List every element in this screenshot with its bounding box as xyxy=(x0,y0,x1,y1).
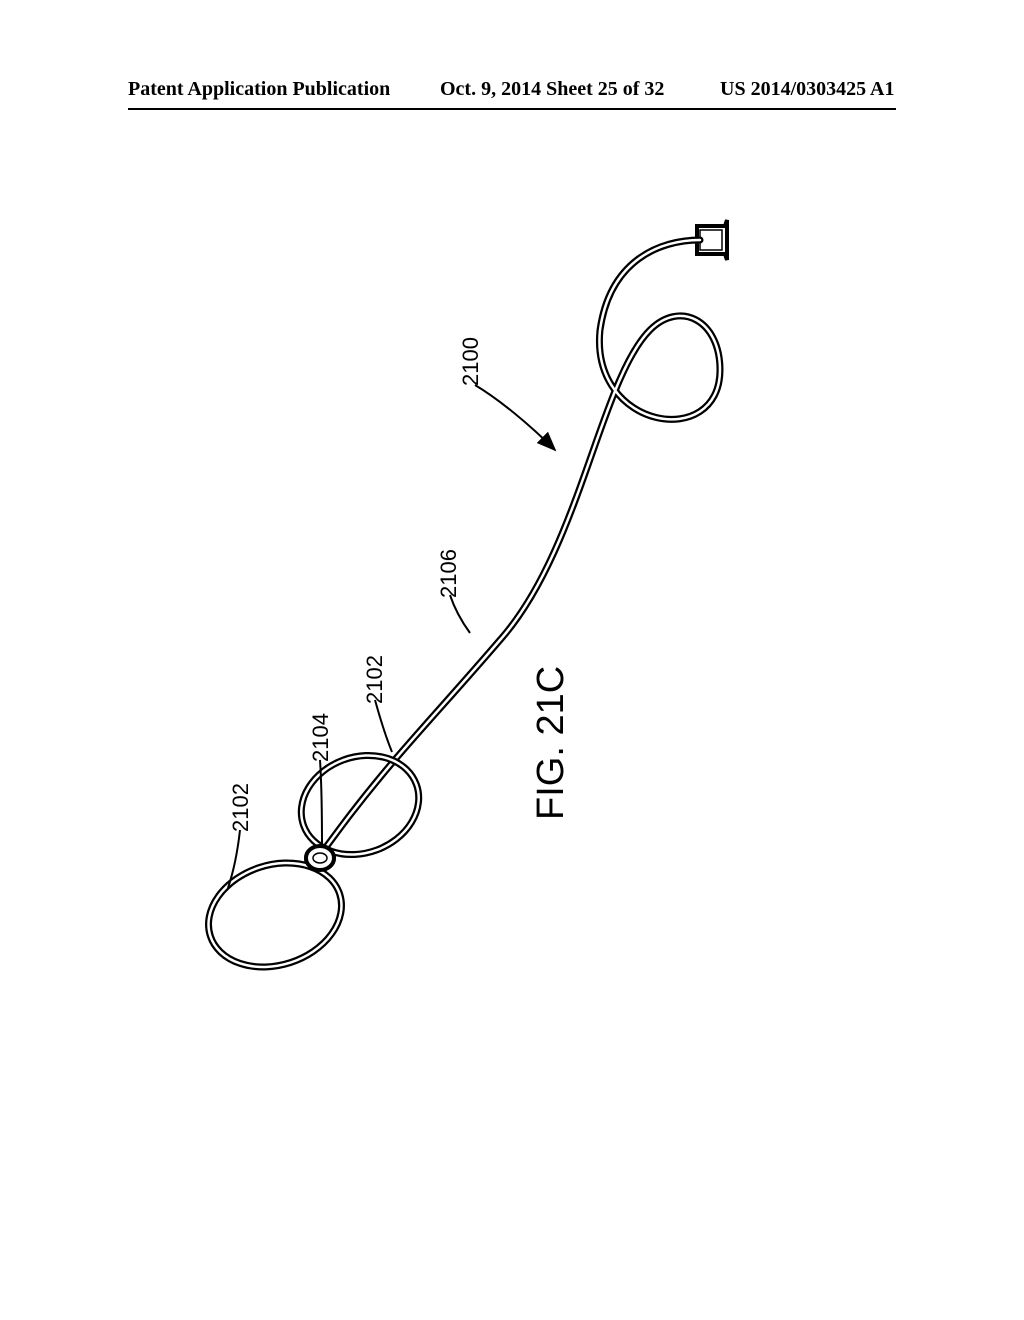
label-2106: 2106 xyxy=(436,549,462,598)
shaft-inner xyxy=(320,240,720,855)
leader-2100 xyxy=(475,385,555,450)
patent-page: Patent Application Publication Oct. 9, 2… xyxy=(0,0,1024,1320)
leader-2104 xyxy=(320,760,322,846)
page-header: Patent Application Publication Oct. 9, 2… xyxy=(0,78,1024,108)
junction-2104-top xyxy=(306,846,334,870)
header-center: Oct. 9, 2014 Sheet 25 of 32 xyxy=(440,78,664,101)
label-2102-right: 2102 xyxy=(362,655,388,704)
label-2100: 2100 xyxy=(458,337,484,386)
leader-2106 xyxy=(450,595,470,633)
header-left: Patent Application Publication xyxy=(128,78,390,101)
header-rule xyxy=(128,108,896,110)
label-2102-left: 2102 xyxy=(228,783,254,832)
label-2104: 2104 xyxy=(308,713,334,762)
shaft-outer xyxy=(320,240,720,855)
figure-caption: FIG. 21C xyxy=(530,666,573,820)
header-right: US 2014/0303425 A1 xyxy=(720,78,894,101)
device-drawing xyxy=(0,170,1024,1070)
figure-21c: 2100 2106 2102 2104 2102 FIG. 21C xyxy=(0,170,1024,1070)
leader-2102-right xyxy=(375,700,392,752)
